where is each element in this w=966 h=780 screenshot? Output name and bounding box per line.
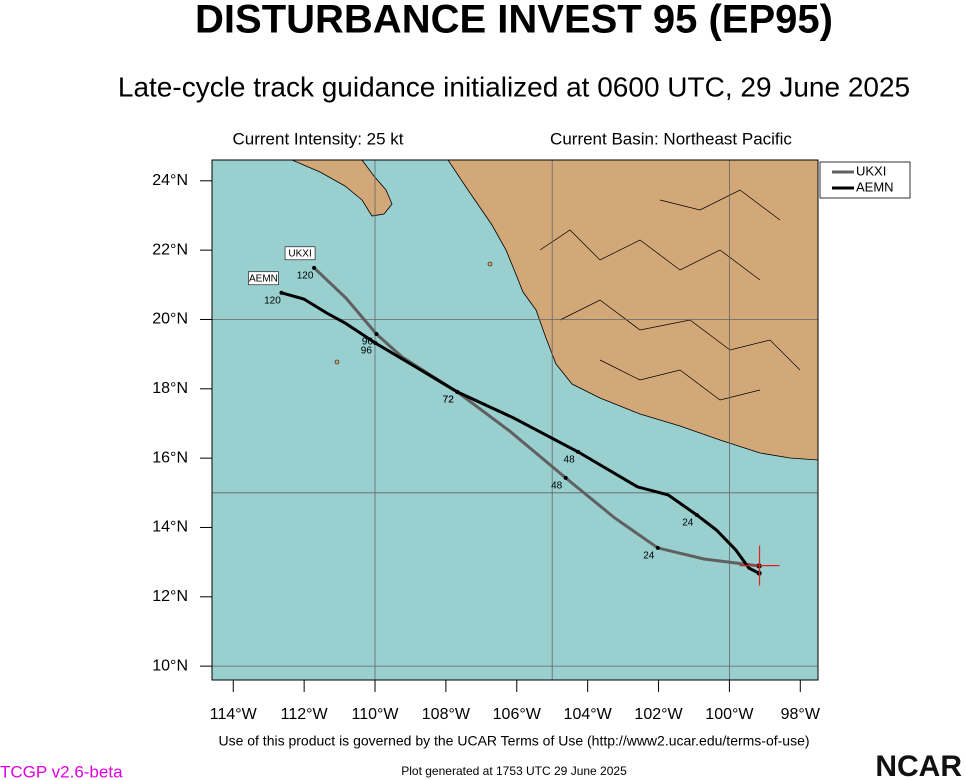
- track-tag: AEMN: [249, 273, 278, 284]
- x-tick-label: 104°W: [564, 706, 613, 723]
- legend-label: UKXI: [856, 163, 886, 178]
- legend-label: AEMN: [856, 179, 894, 194]
- y-tick-label: 14°N: [152, 519, 188, 536]
- track-tag: UKXI: [288, 248, 311, 259]
- track-tag-box: [284, 246, 316, 261]
- hour-label: 72: [443, 395, 455, 406]
- subtitle: Late-cycle track guidance initialized at…: [118, 71, 910, 102]
- intensity: Current Intensity: 25 kt: [232, 129, 403, 148]
- hour-label: 24: [682, 518, 694, 529]
- track-point: [455, 389, 460, 394]
- version: TCGP v2.6-beta: [0, 762, 123, 780]
- y-tick-label: 10°N: [152, 657, 188, 674]
- generated: Plot generated at 1753 UTC 29 June 2025: [401, 764, 627, 778]
- hour-label: 48: [564, 455, 576, 466]
- plot-frame: [211, 159, 819, 681]
- x-tick-label: 108°W: [422, 706, 471, 723]
- track-point: [655, 545, 660, 550]
- y-tick-label: 24°N: [152, 172, 188, 189]
- x-tick-label: 110°W: [352, 706, 400, 723]
- y-tick-label: 20°N: [152, 311, 188, 328]
- hour-label: 96: [361, 346, 373, 357]
- title: DISTURBANCE INVEST 95 (EP95): [195, 0, 833, 42]
- y-tick-label: 16°N: [152, 449, 188, 466]
- y-tick-label: 12°N: [152, 588, 188, 605]
- track-point: [374, 332, 379, 337]
- track-tag-box: [248, 271, 279, 286]
- x-tick-label: 106°W: [493, 706, 542, 723]
- track-point: [694, 512, 699, 517]
- basin: Current Basin: Northeast Pacific: [550, 129, 792, 148]
- logo: NCAR: [875, 750, 962, 780]
- land: [291, 160, 818, 461]
- track-point: [279, 290, 284, 295]
- track-point: [373, 341, 378, 346]
- track-line: [313, 266, 760, 568]
- x-tick-label: 100°W: [705, 706, 754, 723]
- x-tick-label: 98°W: [781, 706, 821, 723]
- track-point: [312, 265, 317, 270]
- terms: Use of this product is governed by the U…: [218, 733, 809, 749]
- y-tick-label: 22°N: [152, 241, 188, 258]
- hour-label: 24: [643, 551, 655, 562]
- track-line: [281, 291, 760, 575]
- y-tick-label: 18°N: [152, 380, 188, 397]
- track-point: [576, 449, 581, 454]
- track-point: [563, 475, 568, 480]
- legend-box: [819, 161, 911, 199]
- hour-label: 96: [362, 337, 374, 348]
- x-tick-label: 102°W: [634, 706, 683, 723]
- x-tick-label: 112°W: [281, 706, 329, 723]
- hour-label: 120: [264, 295, 281, 306]
- hour-label: 72: [443, 395, 455, 406]
- hour-label: 48: [551, 481, 563, 492]
- x-tick-label: 114°W: [210, 706, 258, 723]
- hour-label: 120: [297, 270, 314, 281]
